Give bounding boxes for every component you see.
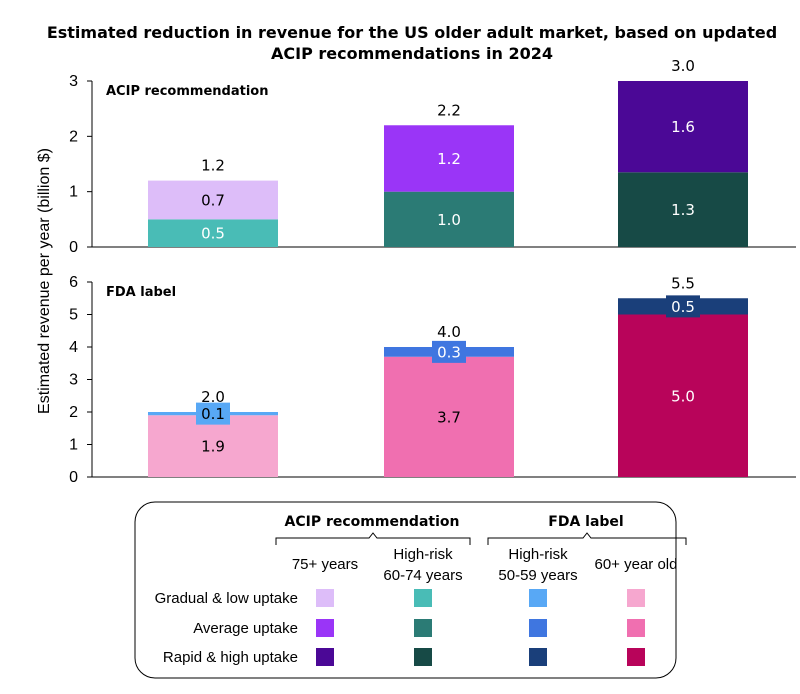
legend-swatch [627,589,645,607]
bar-segment [384,356,514,477]
panel-1: 0 1 2 3 4 5 6 FDA label 1.9 0.12.0 3.7 0.3 4.0 5.0 0.5… [69,274,796,486]
legend-swatch [316,589,334,607]
legend-swatch [414,619,432,637]
bar-stack-2: 1.3 1.6 3.0 [618,57,748,247]
chart-panels: 0 1 2 3 ACIP recommendation 0.5 0.7 1.2 1.0 1.2 2.… [69,57,796,486]
legend-swatch [316,619,334,637]
segment-value-label: 1.0 [437,211,461,229]
segment-value-label: 5.0 [671,387,695,405]
legend-column-header-line2: 60-74 years [383,567,462,584]
legend-column-header-line2: 50-59 years [498,567,577,584]
legend-swatch [529,619,547,637]
bar-segment [148,415,278,477]
segment-label-badge [196,402,230,425]
segment-value-label: 0.3 [437,343,461,361]
bar-segment [618,172,748,247]
bar-total-label: 5.5 [671,274,695,292]
y-tick-label: 0 [69,239,78,256]
y-tick-label: 3 [69,372,78,389]
y-tick-label: 3 [69,73,78,90]
y-tick-label: 1 [69,437,78,454]
y-tick-label: 2 [69,404,78,421]
bar-stack-1: 3.7 0.3 4.0 [384,323,514,477]
segment-value-label: 0.7 [201,191,225,209]
legend-bracket [275,532,471,545]
segment-value-label: 1.3 [671,201,695,219]
legend-swatch [529,589,547,607]
legend-swatch [414,648,432,666]
legend-row-label: Average uptake [193,620,298,637]
bar-total-label: 1.2 [201,157,225,175]
bar-stack-2: 5.0 0.5 5.5 [618,274,748,477]
segment-value-label: 1.9 [201,438,225,456]
legend-column-header: High-risk [508,546,568,563]
y-tick-label: 5 [69,307,78,324]
segment-value-label: 0.5 [671,298,695,316]
segment-value-label: 0.1 [201,405,225,423]
chart-title-line-1: Estimated reduction in revenue for the U… [47,23,777,42]
bar-segment [618,81,748,173]
legend-column-header: High-risk [393,546,453,563]
segment-label-badge [432,340,466,363]
y-tick-label: 4 [69,339,78,356]
bar-segment [618,314,748,477]
bar-total-label: 2.0 [201,388,225,406]
y-tick-label: 2 [69,128,78,145]
bar-segment [384,191,514,247]
legend-column-header: 75+ years [292,556,358,573]
y-axis-label: Estimated revenue per year (billion $) [36,148,53,414]
legend-group-title: FDA label [548,514,623,530]
bar-total-label: 3.0 [671,57,695,75]
panel-label: FDA label [106,285,176,300]
legend-swatch [316,648,334,666]
segment-label-badge [666,295,700,318]
legend-bracket [487,532,687,545]
y-tick-label: 0 [69,469,78,486]
legend-row-label: Gradual & low uptake [155,590,298,607]
legend-group-title: ACIP recommendation [285,514,460,530]
bar-stack-0: 1.9 0.12.0 [148,388,278,477]
panel-label: ACIP recommendation [106,84,268,99]
bar-stack-0: 0.5 0.7 1.2 [148,157,278,247]
legend-column-header: 60+ year old [595,556,678,573]
segment-value-label: 3.7 [437,408,461,426]
y-tick-label: 6 [69,274,78,291]
legend-swatch [529,648,547,666]
segment-value-label: 1.6 [671,118,695,136]
y-tick-label: 1 [69,184,78,201]
bar-segment [384,125,514,192]
segment-value-label: 1.2 [437,150,461,168]
segment-value-label: 0.5 [201,225,225,243]
bar-total-label: 4.0 [437,323,461,341]
legend: ACIP recommendation 75+ years High-risk 60-… [134,501,687,679]
legend-swatch [627,648,645,666]
bar-segment [148,219,278,247]
bar-total-label: 2.2 [437,101,461,119]
legend-swatch [627,619,645,637]
legend-row-label: Rapid & high uptake [163,649,298,666]
panel-0: 0 1 2 3 ACIP recommendation 0.5 0.7 1.2 1.0 1.2 2.… [69,57,796,256]
legend-swatch [414,589,432,607]
chart-title-line-2: ACIP recommendations in 2024 [271,44,553,63]
bar-segment [148,180,278,220]
bar-stack-1: 1.0 1.2 2.2 [384,101,514,247]
